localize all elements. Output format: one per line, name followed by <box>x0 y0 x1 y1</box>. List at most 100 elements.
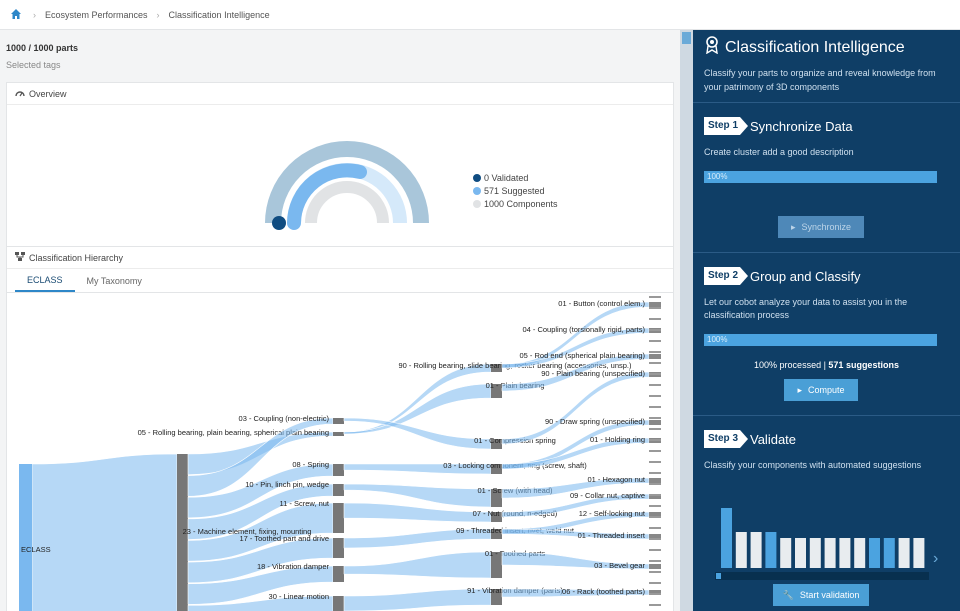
step-2-progress: 100% <box>704 334 937 346</box>
wrench-icon: 🔧 <box>782 589 794 600</box>
sankey-leaf-tick <box>649 461 661 463</box>
sankey-leaf-tick <box>649 560 661 562</box>
sankey-label: 05 - Rod end (spherical plain bearing) <box>520 351 646 360</box>
sankey-leaf-tick <box>649 351 661 353</box>
divider <box>693 252 960 253</box>
validation-track-marker[interactable] <box>716 573 721 579</box>
step-1: Step 1 Synchronize Data Create cluster a… <box>704 116 954 183</box>
validation-bar <box>780 538 792 568</box>
validation-bar <box>809 538 821 568</box>
sankey-leaf-tick <box>649 318 661 320</box>
sankey-node <box>649 590 661 595</box>
home-icon[interactable] <box>10 8 24 22</box>
parts-count: 1000 / 1000 parts <box>6 43 79 53</box>
sankey-label: 17 - Toothed part and drive <box>239 534 329 543</box>
synchronize-button[interactable]: ▸ Synchronize <box>778 216 864 238</box>
hierarchy-icon <box>15 252 25 263</box>
chevron-right-icon: › <box>156 9 160 20</box>
sankey-node <box>177 454 188 611</box>
hierarchy-tabs: ECLASS My Taxonomy <box>7 269 673 293</box>
sankey-label: 90 - Draw spring (unspecified) <box>545 417 646 426</box>
validation-bar <box>735 532 747 568</box>
sankey-node <box>333 418 344 424</box>
sankey-label: 04 - Coupling (torsionally rigid, parts) <box>522 325 645 334</box>
sankey-flow <box>187 595 334 611</box>
sankey-leaf-tick <box>649 505 661 507</box>
sankey-label: 09 - Collar nut, captive <box>570 491 645 500</box>
award-icon <box>705 36 719 59</box>
divider <box>693 415 960 416</box>
gauge-validated-marker <box>272 216 286 230</box>
sankey-leaf-tick <box>649 472 661 474</box>
divider <box>693 102 960 103</box>
step-3-description: Classify your components with automated … <box>704 460 922 470</box>
validation-bar <box>750 532 762 568</box>
start-validation-button[interactable]: 🔧 Start validation <box>773 584 869 606</box>
sankey-leaf-tick <box>649 384 661 386</box>
breadcrumb: › Ecosystem Performances › Classificatio… <box>0 0 960 30</box>
sankey-node <box>333 484 344 496</box>
breadcrumb-item[interactable]: Classification Intelligence <box>168 9 270 20</box>
step-2-title: Group and Classify <box>750 268 861 284</box>
sankey-label: 05 - Rolling bearing, plain bearing, sph… <box>138 428 329 437</box>
step-2: Step 2 Group and Classify Let our cobot … <box>704 266 954 346</box>
step-1-description: Create cluster add a good description <box>704 147 854 157</box>
sankey-leaf-tick <box>649 483 661 485</box>
sankey-node <box>333 503 344 533</box>
sankey-node <box>491 489 502 507</box>
sankey-leaf-tick <box>649 373 661 375</box>
sankey-node <box>491 512 502 522</box>
scrollbar-thumb[interactable] <box>682 32 691 44</box>
sankey-flow <box>343 383 492 435</box>
sankey-node <box>491 552 502 578</box>
sankey-node <box>333 464 344 476</box>
sankey-leaf-tick <box>649 428 661 430</box>
validation-bar <box>898 538 910 568</box>
validation-bar <box>839 538 851 568</box>
sankey-label: 90 - Plain bearing (unspecified) <box>541 369 645 378</box>
validation-bar <box>721 508 732 568</box>
chevron-right-icon[interactable]: › <box>933 550 939 567</box>
sankey-node <box>333 566 344 582</box>
main-content: 1000 / 1000 parts Selected tags Overview… <box>0 30 680 611</box>
sankey-node <box>649 512 661 517</box>
sankey-label: 08 - Spring <box>292 460 329 469</box>
validation-bar <box>883 538 895 568</box>
gauge-suggested-arc <box>287 163 367 230</box>
sankey-leaf-tick <box>649 527 661 529</box>
sankey-node <box>491 384 502 398</box>
legend-item: 0 Validated <box>473 171 558 184</box>
step-1-progress: 100% <box>704 171 937 183</box>
sankey-node <box>491 589 502 605</box>
step-3-badge: Step 3 <box>704 430 748 448</box>
validation-bar <box>765 532 777 568</box>
sankey-flow <box>343 417 492 450</box>
validation-bar <box>795 538 806 568</box>
sankey-leaf-tick <box>649 395 661 397</box>
gauge-components-arc <box>265 141 429 224</box>
step-3-title: Validate <box>750 431 797 447</box>
classification-panel: Classification Intelligence Classify you… <box>693 30 960 611</box>
breadcrumb-item[interactable]: Ecosystem Performances <box>45 9 148 20</box>
validation-track <box>715 572 929 580</box>
validation-bar <box>869 538 880 568</box>
step-1-title: Synchronize Data <box>750 118 853 134</box>
panel-scrollbar[interactable] <box>680 30 693 611</box>
sankey-node <box>649 302 661 307</box>
sankey-leaf-tick <box>649 417 661 419</box>
cursor-icon: ▸ <box>790 221 796 232</box>
sankey-label: 12 - Self-locking nut <box>579 509 646 518</box>
hierarchy-panel: Classification Hierarchy ECLASS My Taxon… <box>6 246 674 611</box>
sankey-leaf-tick <box>649 450 661 452</box>
sankey-diagram[interactable]: ECLASS 05 - Rolling bearing, plain bearin… <box>7 294 675 611</box>
tab-my-taxonomy[interactable]: My Taxonomy <box>86 275 142 286</box>
sankey-label: 18 - Vibration damper <box>257 562 329 571</box>
tab-eclass[interactable]: ECLASS <box>15 269 75 292</box>
sankey-node <box>491 439 502 449</box>
sankey-node <box>491 464 502 474</box>
sankey-node <box>19 464 32 611</box>
compute-button[interactable]: ▸ Compute <box>784 379 858 401</box>
sankey-label: 03 - Coupling (non-electric) <box>239 414 330 423</box>
gauge-inner-arc <box>305 181 389 224</box>
panel-title: Classification Intelligence <box>705 36 905 59</box>
